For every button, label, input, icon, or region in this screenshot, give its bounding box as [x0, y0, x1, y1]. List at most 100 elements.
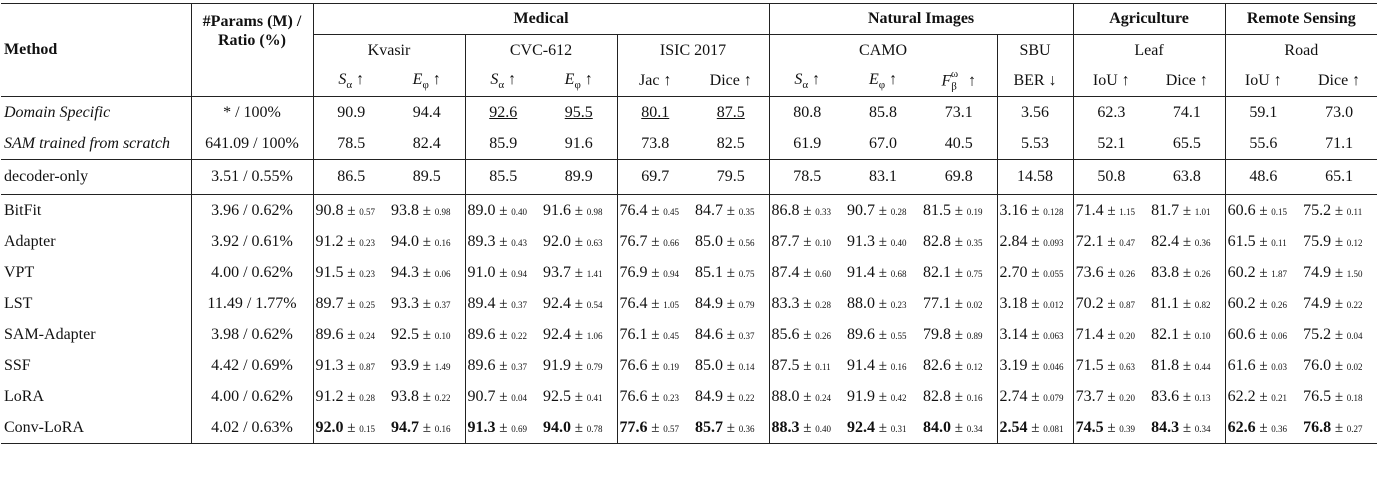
value-cell: 91.4 ± 0.68: [845, 257, 921, 288]
std-value: 0.02: [1346, 361, 1363, 372]
mean-value: 89.4: [467, 294, 496, 312]
plus-minus-symbol: ±: [495, 388, 512, 405]
value-cell: 59.1: [1224, 96, 1302, 128]
std-value: 0.11: [815, 361, 831, 372]
metric-header: Dice ↑: [1149, 66, 1226, 97]
value-cell: 93.8 ± 0.98: [389, 194, 465, 226]
std-value: 0.19: [663, 361, 679, 372]
value-cell: 88.0 ± 0.23: [845, 288, 921, 319]
value-cell: 75.2 ± 0.04: [1301, 319, 1377, 350]
value-cell: 62.6 ± 0.36: [1224, 412, 1302, 444]
mean-value: 3.19: [999, 356, 1028, 374]
std-value: 0.21: [1271, 392, 1288, 403]
plus-minus-symbol: ±: [1179, 295, 1195, 312]
plus-minus-symbol: ±: [1255, 388, 1272, 405]
value-cell: 89.4 ± 0.37: [464, 288, 541, 319]
group-remote-sensing: Remote Sensing: [1224, 3, 1378, 35]
plus-minus-symbol: ±: [1103, 295, 1120, 312]
plus-minus-symbol: ±: [343, 326, 360, 343]
value-cell: 82.8 ± 0.35: [921, 226, 997, 257]
value-cell: 86.5: [312, 159, 389, 195]
plus-minus-symbol: ±: [1103, 357, 1120, 374]
value: 82.4: [412, 134, 441, 152]
value-cell: 3.16 ± 0.128: [996, 194, 1074, 226]
mean-value: 85.1: [695, 263, 723, 281]
table-row: Conv-LoRA 4.02 / 0.63% 92.0 ± 0.15 94.7 ± 0…: [1, 412, 1378, 444]
plus-minus-symbol: ±: [1179, 419, 1195, 436]
group-medical: Medical: [312, 3, 770, 35]
mean-value: 88.0: [847, 294, 876, 312]
value: 52.1: [1097, 134, 1126, 152]
plus-minus-symbol: ±: [799, 357, 816, 374]
plus-minus-symbol: ±: [1103, 388, 1120, 405]
method-name: SAM-Adapter: [4, 325, 96, 343]
value-cell: 82.1 ± 0.10: [1149, 319, 1225, 350]
value: 65.5: [1172, 134, 1201, 152]
mean-value: 76.0: [1303, 356, 1332, 374]
value-cell: 5.53: [996, 128, 1074, 160]
mean-value: 82.1: [923, 263, 952, 281]
mean-value: 71.4: [1075, 201, 1104, 219]
plus-minus-symbol: ±: [1331, 264, 1347, 281]
method-name: SSF: [4, 356, 31, 374]
mean-value: 76.8: [1303, 418, 1332, 436]
plus-minus-symbol: ±: [495, 357, 512, 374]
value-cell: 76.6 ± 0.19: [616, 350, 693, 381]
std-value: 1.05: [663, 299, 679, 310]
plus-minus-symbol: ±: [951, 326, 967, 343]
std-value: 0.31: [890, 423, 907, 434]
std-value: 0.89: [966, 330, 983, 341]
value: 74.1: [1172, 103, 1201, 121]
plus-minus-symbol: ±: [343, 264, 360, 281]
mean-value: 89.6: [467, 325, 496, 343]
std-value: 0.26: [1194, 268, 1211, 279]
mean-value: 94.3: [391, 263, 419, 281]
plus-minus-symbol: ±: [1103, 419, 1120, 436]
mean-value: 88.0: [771, 387, 800, 405]
value-cell: 3.19 ± 0.046: [996, 350, 1074, 381]
std-value: 0.35: [738, 206, 755, 217]
mean-value: 2.54: [999, 418, 1028, 436]
mean-value: 75.2: [1303, 201, 1332, 219]
value-cell: 92.0 ± 0.15: [312, 412, 389, 444]
value: 73.0: [1325, 103, 1354, 121]
table-row: decoder-only 3.51 / 0.55% 86.5 89.5 85.5 89.9…: [1, 159, 1378, 195]
plus-minus-symbol: ±: [1331, 295, 1347, 312]
mean-value: 93.7: [543, 263, 571, 281]
std-value: 0.79: [738, 299, 755, 310]
value-cell: 75.2 ± 0.11: [1301, 194, 1378, 226]
value-cell: 87.5 ± 0.11: [768, 350, 846, 381]
method-name: VPT: [4, 263, 35, 281]
mean-value: 87.5: [771, 356, 800, 374]
mean-value: 89.6: [467, 356, 496, 374]
value-cell: 93.7 ± 1.41: [541, 257, 617, 288]
params-value: 3.96 / 0.62%: [190, 194, 313, 226]
plus-minus-symbol: ±: [343, 357, 360, 374]
std-value: 1.50: [1346, 268, 1363, 279]
mean-value: 76.4: [619, 294, 648, 312]
metric-header: Sα ↑: [312, 66, 389, 97]
plus-minus-symbol: ±: [875, 326, 891, 343]
mean-value: 76.5: [1303, 387, 1332, 405]
mean-value: 3.18: [999, 294, 1028, 312]
metric-header: Dice ↑: [693, 66, 770, 97]
plus-minus-symbol: ±: [951, 388, 967, 405]
value-cell: 89.3 ± 0.43: [464, 226, 541, 257]
value-cell: 74.5 ± 0.39: [1072, 412, 1150, 444]
plus-minus-symbol: ±: [419, 295, 435, 312]
value-cell: 73.0: [1301, 97, 1377, 129]
std-value: 0.63: [1119, 361, 1136, 372]
value-cell: 60.2 ± 1.87: [1224, 257, 1302, 288]
value: 94.4: [412, 103, 441, 121]
value-cell: 82.1 ± 0.75: [921, 257, 997, 288]
mean-value: 79.8: [923, 325, 952, 343]
value: 59.1: [1249, 103, 1278, 121]
plus-minus-symbol: ±: [1103, 264, 1120, 281]
plus-minus-symbol: ±: [1179, 357, 1195, 374]
std-value: 0.081: [1043, 423, 1064, 434]
plus-minus-symbol: ±: [343, 419, 360, 436]
mean-value: 70.2: [1075, 294, 1104, 312]
params-value: 641.09 / 100%: [190, 128, 313, 160]
mean-value: 60.2: [1227, 263, 1256, 281]
plus-minus-symbol: ±: [1255, 357, 1272, 374]
